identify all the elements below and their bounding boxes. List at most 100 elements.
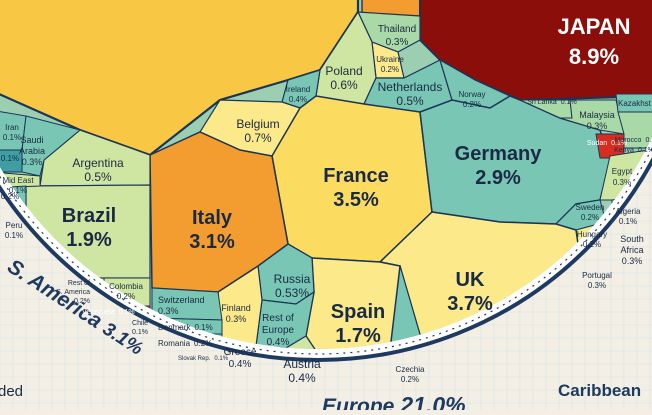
label-poland-name: Poland [325,64,362,78]
label-ukraine-value: 0.2% [381,65,399,74]
label-srilanka-value: 0.1% [561,99,577,106]
label-portugal: Portugal 0.3% [582,271,612,290]
label-restofsamerica-name: Rest of [68,280,90,287]
label-finland-value: 0.3% [226,314,247,324]
label-saudiarabia: Saudi Arabia 0.3% [19,135,45,167]
cell-me-misc2 [0,149,23,173]
label-peru-value: 0.1% [5,231,23,240]
label-japan-name: JAPAN [558,14,631,39]
label-restofeurope-name: Rest of [262,313,294,324]
label-netherlands-value: 0.5% [396,94,424,108]
label-italy: Italy 3.1% [189,207,235,253]
label-me_misc1: 0.2% [1,192,19,201]
label-peru-name: Peru [6,221,23,230]
label-ireland-value: 0.4% [289,95,307,104]
label-egypt-value: 0.3% [613,178,631,187]
label-finland-name: Finland [221,303,251,313]
label-algeria-name: Algeria [616,207,641,216]
label-southafrica-name-2: Africa [620,245,643,255]
label-saudiarabia-name: Saudi [20,135,43,145]
label-ireland: Ireland 0.4% [286,85,310,104]
label-greece: Greece 0.4% [224,347,257,370]
cell-malaysia [559,99,625,135]
cell-labels: JAPAN 8.9% France 3.5% UK 3.7% Germany 2.9% Ital… [1,14,652,385]
label-netherlands-name: Netherlands [378,80,443,94]
label-middleeast-value: 0.1% [9,186,27,195]
label-middleeast: Mid East 0.1% [2,176,34,195]
cell-czechia [371,265,441,349]
label-chile-value: 0.1% [132,329,148,336]
label-netherlands: Netherlands 0.5% [378,80,443,108]
label-kazakhstan: Kazakhst [618,99,652,108]
label-romania-value: 0.2% [194,339,212,348]
label-colombia: Colombia 0.2% [109,282,143,301]
label-finland: Finland 0.3% [221,303,251,324]
label-sweden: Sweden 0.2% [576,203,605,222]
label-restofeurope: Rest of Europe 0.4% [262,313,295,348]
label-thailand-name: Thailand [378,24,416,35]
label-malaysia: Malaysia 0.3% [579,110,615,131]
label-portugal-name: Portugal [582,271,612,280]
label-restofsamerica-name-2: S. America [56,289,90,296]
label-malaysia-value: 0.3% [587,121,608,131]
label-greece-value: 0.4% [229,359,252,370]
label-morocco-name: Morocco [615,137,642,144]
label-southafrica: South Africa 0.3% [620,234,644,266]
label-slovakrep: Slovak Rep. 0.1% [178,356,229,362]
label-argentina: Argentina 0.5% [72,156,124,184]
label-norway: Norway 0.2% [458,90,485,109]
label-italy-name: Italy [192,207,233,229]
label-germany-name: Germany [455,143,543,165]
label-spain-value: 1.7% [335,325,381,347]
label-kenya-name: Kenya [614,147,634,154]
label-denmark: Denmark 0.1% [158,323,213,332]
region-label-europe: Europe 21.0% [322,392,466,410]
label-switzerland: Switzerland 0.3% [158,295,205,316]
label-austria-name: Austria [283,357,321,371]
label-russia-name: Russia [274,272,311,286]
label-poland: Poland 0.6% [325,64,362,92]
label-poland-value: 0.6% [330,78,358,92]
label-uk-name: UK [456,269,485,291]
label-saudiarabia-value: 0.3% [22,157,43,167]
label-brazil: Brazil 1.9% [62,205,116,251]
label-iran: Iran 0.1% [3,123,21,142]
label-southafrica-value: 0.3% [622,256,643,266]
label-egypt: Egypt 0.3% [612,167,633,187]
region-label-caribbean: Caribbean [558,381,641,400]
label-restofsamerica: Rest of S. America 0.2% [56,280,90,305]
label-me_misc2-value: 0.1% [1,154,19,163]
label-ukraine-name: Ukraine [376,55,404,64]
label-srilanka-name: Sri Lanka [527,99,557,106]
label-ireland-name: Ireland [286,85,310,94]
label-denmark-name: Denmark [158,323,191,332]
label-ukraine: Ukraine 0.2% [376,55,404,74]
label-spain: Spain 1.7% [331,301,385,347]
label-venezuela: Venezuela 0.1% [82,309,135,316]
label-czechia: Czechia 0.2% [396,365,425,384]
label-austria: Austria 0.4% [283,357,321,385]
label-kenya-value: 0.1% [638,147,652,154]
label-uk: UK 3.7% [447,269,493,315]
label-hungary: Hungary 0.2% [577,230,607,249]
label-switzerland-value: 0.3% [158,306,179,316]
label-brazil-value: 1.9% [66,229,112,251]
label-algeria-value: 0.1% [619,217,637,226]
label-chile: Chile 0.1% [132,320,148,336]
label-argentina-name: Argentina [72,156,124,170]
label-colombia-value: 0.2% [117,292,135,301]
label-iran-value: 0.1% [3,133,21,142]
label-me_misc1-value: 0.2% [1,192,19,201]
label-sudan-value: 0.1% [611,140,627,147]
cell-usa [0,0,360,157]
label-belgium-value: 0.7% [244,131,272,145]
label-sudan: Sudan 0.1% [587,140,627,147]
label-romania-name: Romania [158,339,191,348]
label-hungary-name: Hungary [577,230,607,239]
label-austria-value: 0.4% [288,371,316,385]
label-norway-name: Norway [458,90,485,99]
label-portugal-value: 0.3% [588,281,606,290]
